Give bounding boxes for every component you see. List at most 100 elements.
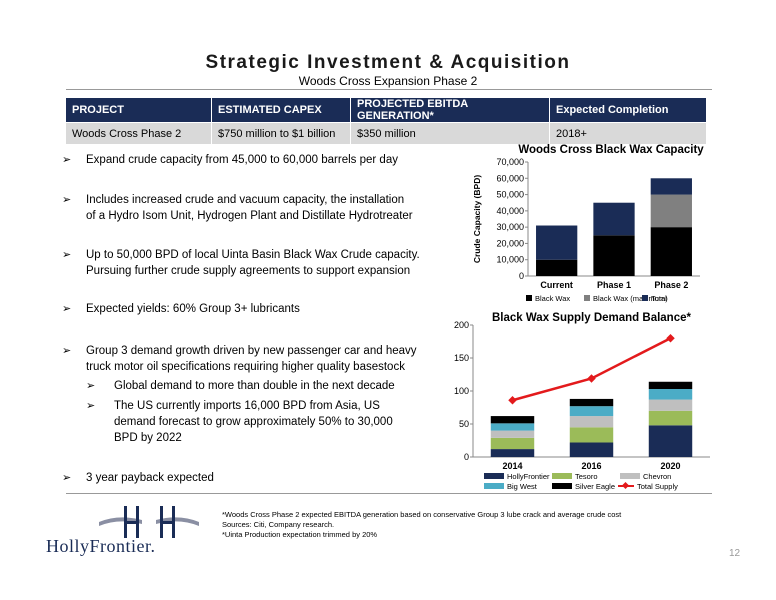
bar-segment (648, 381, 693, 390)
x-tick-label: 2014 (502, 461, 522, 471)
bullet-text: The US currently imports 16,000 BPD from… (114, 400, 380, 412)
bullet-item: ➢ Includes increased crude and vacuum ca… (62, 192, 457, 224)
bar-segment (650, 227, 692, 276)
bar-segment (490, 430, 535, 438)
cell-ebitda: $350 million (350, 122, 550, 144)
page-number: 12 (729, 548, 741, 559)
total-supply-line (512, 337, 672, 402)
bullet-text: Group 3 demand growth driven by new pass… (86, 345, 417, 357)
bullet-item: ➢ Expected yields: 60% Group 3+ lubrican… (62, 301, 457, 317)
legend-label: HollyFrontier (507, 472, 550, 481)
legend-swatch (526, 295, 532, 301)
cell-capex: $750 million to $1 billion (211, 122, 351, 144)
legend-swatch (552, 483, 572, 489)
arrow-bullet-icon: ➢ (62, 154, 72, 166)
line-point (508, 395, 517, 405)
project-table: PROJECT ESTIMATED CAPEX PROJECTED EBITDA… (66, 98, 707, 144)
arrow-bullet-icon: ➢ (62, 472, 72, 484)
footnote: Sources: Citi, Company research. (222, 520, 335, 529)
header-divider (66, 89, 712, 90)
bar-segment (490, 423, 535, 431)
bullet-text: Global demand to more than double in the… (114, 380, 395, 392)
bar-segment (569, 427, 614, 443)
y-tick-label: 150 (454, 353, 469, 363)
cell-completion: 2018+ (549, 122, 707, 144)
arrow-bullet-icon: ➢ (86, 400, 96, 412)
y-tick-label: 0 (519, 271, 524, 281)
bullet-text: Includes increased crude and vacuum capa… (86, 194, 405, 206)
y-tick-label: 20,000 (496, 238, 524, 248)
bar-segment (650, 178, 692, 195)
legend-swatch (484, 473, 504, 479)
legend-label: Tesoro (575, 472, 598, 481)
y-tick-label: 0 (464, 452, 469, 462)
legend-label: Black Wax (maximum) (593, 294, 668, 303)
col-completion: Expected Completion (549, 98, 707, 123)
arrow-bullet-icon: ➢ (62, 303, 72, 315)
bar-segment (569, 442, 614, 457)
bullet-text: 3 year payback expected (86, 472, 214, 484)
bullet-item: ➢ 3 year payback expected (62, 470, 457, 486)
bullet-text: Expected yields: 60% Group 3+ lubricants (86, 303, 300, 315)
y-tick-label: 30,000 (496, 222, 524, 232)
x-tick-label: Current (540, 280, 573, 290)
bullet-text: Up to 50,000 BPD of local Uinta Basin Bl… (86, 249, 420, 261)
legend-label: Big West (507, 482, 538, 491)
bullet-item: ➢ Group 3 demand growth driven by new pa… (62, 343, 457, 375)
legend-swatch (642, 295, 648, 301)
x-tick-label: Phase 2 (654, 280, 688, 290)
logo-text: HollyFrontier. (46, 536, 156, 556)
legend-swatch (620, 473, 640, 479)
col-ebitda: PROJECTED EBITDA GENERATION* (350, 98, 550, 123)
supply-demand-chart: Black Wax Supply Demand Balance* 0 50 100 15… (454, 312, 710, 491)
y-tick-label: 60,000 (496, 173, 524, 183)
footer-divider (66, 493, 712, 494)
y-tick-label: 70,000 (496, 157, 524, 167)
y-tick-label: 10,000 (496, 255, 524, 265)
bar-segment (648, 410, 693, 426)
y-tick-label: 200 (454, 320, 469, 330)
legend-label: Silver Eagle (575, 482, 615, 491)
line-point (666, 333, 675, 343)
legend-swatch (584, 295, 590, 301)
bullet-item: ➢ Up to 50,000 BPD of local Uinta Basin … (62, 247, 457, 279)
legend-swatch (484, 483, 504, 489)
bullet-text: BPD by 2022 (114, 432, 182, 444)
arrow-bullet-icon: ➢ (62, 345, 72, 357)
col-project: PROJECT (66, 98, 212, 123)
bar-segment (536, 225, 578, 260)
x-tick-label: Phase 1 (597, 280, 631, 290)
sub-bullet-item: ➢ The US currently imports 16,000 BPD fr… (62, 398, 457, 446)
arrow-bullet-icon: ➢ (62, 194, 72, 206)
table-row: Woods Cross Phase 2 $750 million to $1 b… (66, 122, 707, 144)
bar-segment (648, 399, 693, 411)
arrow-bullet-icon: ➢ (86, 380, 96, 392)
cell-project: Woods Cross Phase 2 (66, 122, 212, 144)
footnote: *Woods Cross Phase 2 expected EBITDA gen… (222, 510, 622, 519)
page-title: Strategic Investment & Acquisition (205, 52, 571, 73)
bar-segment (536, 259, 578, 276)
bullet-item: ➢ Expand crude capacity from 45,000 to 6… (62, 152, 457, 168)
legend-swatch (552, 473, 572, 479)
bar-segment (648, 425, 693, 457)
bar-segment (593, 202, 635, 236)
legend-label: Chevron (643, 472, 671, 481)
col-capex: ESTIMATED CAPEX (211, 98, 351, 123)
sub-bullet-item: ➢ Global demand to more than double in t… (62, 378, 457, 394)
bar-segment (648, 389, 693, 400)
bar-segment (490, 437, 535, 450)
page-subtitle: Woods Cross Expansion Phase 2 (298, 74, 478, 88)
legend-label: Total (651, 294, 667, 303)
legend-label: Black Wax (535, 294, 570, 303)
legend-label: Total Supply (637, 482, 678, 491)
footnote: *Uinta Production expectation trimmed by… (222, 530, 378, 539)
bullet-text: Pursuing further crude supply agreements… (86, 265, 411, 277)
line-point (587, 374, 596, 383)
y-tick-label: 100 (454, 386, 469, 396)
footnotes: *Woods Cross Phase 2 expected EBITDA gen… (222, 510, 621, 540)
chart-title: Black Wax Supply Demand Balance* (492, 312, 692, 324)
chart-title: Woods Cross Black Wax Capacity (518, 144, 704, 156)
capacity-chart: Woods Cross Black Wax Capacity 0 10,000 20,… (472, 144, 704, 303)
legend-swatch (621, 481, 630, 490)
y-tick-label: 50 (459, 419, 469, 429)
